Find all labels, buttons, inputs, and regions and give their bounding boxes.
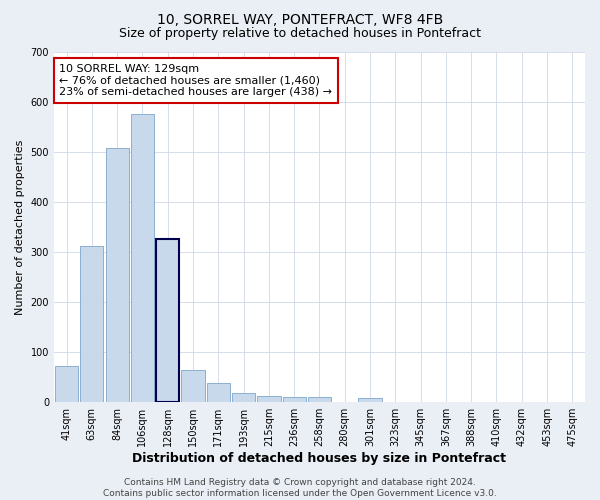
Bar <box>106 148 129 402</box>
Bar <box>308 397 331 402</box>
Text: 10, SORREL WAY, PONTEFRACT, WF8 4FB: 10, SORREL WAY, PONTEFRACT, WF8 4FB <box>157 12 443 26</box>
Bar <box>257 396 281 402</box>
Bar <box>283 397 306 402</box>
Text: Contains HM Land Registry data © Crown copyright and database right 2024.
Contai: Contains HM Land Registry data © Crown c… <box>103 478 497 498</box>
Y-axis label: Number of detached properties: Number of detached properties <box>15 139 25 314</box>
Bar <box>232 393 255 402</box>
Bar <box>55 366 78 402</box>
Bar <box>206 383 230 402</box>
Bar <box>358 398 382 402</box>
Text: Size of property relative to detached houses in Pontefract: Size of property relative to detached ho… <box>119 28 481 40</box>
Bar <box>131 114 154 402</box>
X-axis label: Distribution of detached houses by size in Pontefract: Distribution of detached houses by size … <box>133 452 506 465</box>
Bar <box>80 246 103 402</box>
Text: 10 SORREL WAY: 129sqm
← 76% of detached houses are smaller (1,460)
23% of semi-d: 10 SORREL WAY: 129sqm ← 76% of detached … <box>59 64 332 97</box>
Bar <box>181 370 205 402</box>
Bar <box>156 240 179 402</box>
